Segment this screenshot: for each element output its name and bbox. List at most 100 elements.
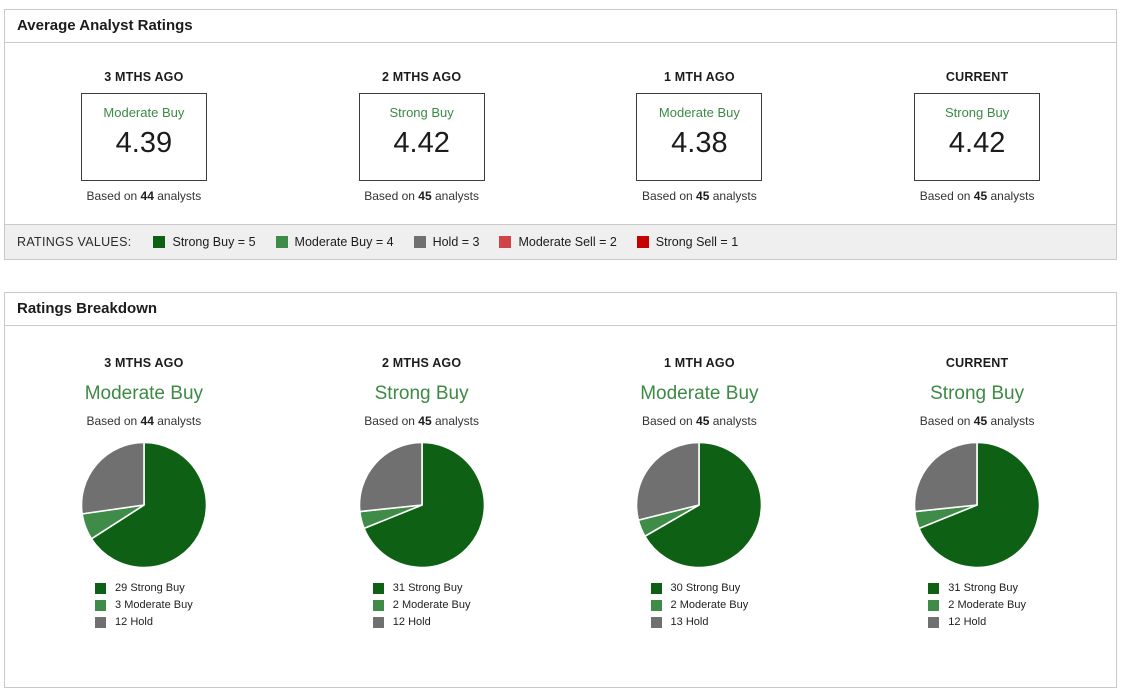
ratings-values-legend: Strong Buy = 5 Moderate Buy = 4 Hold = 3 Mo… <box>153 235 738 249</box>
ratings-values-item-label: Strong Buy = 5 <box>172 235 256 249</box>
based-on-analysts: Based on 45 analysts <box>641 414 757 428</box>
average-rating-column: 3 MTHS AGO Moderate Buy 4.39 Based on 44 an… <box>5 70 283 203</box>
moderate-sell-swatch-icon <box>499 236 512 248</box>
period-label: 3 MTHS AGO <box>104 356 184 370</box>
ratings-pie-chart <box>913 441 1041 569</box>
rating-box: Moderate Buy 4.38 <box>636 93 763 181</box>
ratings-pie-chart <box>636 441 763 569</box>
ratings-values-item: Hold = 3 <box>413 235 480 249</box>
pie-legend-item-label: 12 Hold <box>948 616 987 628</box>
average-rating-value: 4.42 <box>948 127 1006 159</box>
ratings-breakdown-title: Ratings Breakdown <box>5 293 1116 326</box>
pie-legend-item: 2 Moderate Buy <box>650 599 749 611</box>
pie-legend-item: 12 Hold <box>372 616 471 628</box>
average-rating-value: 4.38 <box>671 127 728 159</box>
pie-legend-item: 3 Moderate Buy <box>95 599 193 611</box>
average-ratings-body: 3 MTHS AGO Moderate Buy 4.39 Based on 44 an… <box>5 43 1116 224</box>
ratings-values-item-label: Moderate Sell = 2 <box>518 235 617 249</box>
strong-buy-swatch-icon <box>153 236 166 248</box>
moderate-buy-swatch-icon <box>372 599 384 611</box>
period-label: 2 MTHS AGO <box>381 70 462 84</box>
pie-legend-item-label: 13 Hold <box>670 616 709 628</box>
breakdown-column: 2 MTHS AGO Strong Buy Based on 45 analysts… <box>283 356 561 633</box>
pie-slice-hold <box>913 441 978 513</box>
ratings-values-item: Strong Buy = 5 <box>153 235 256 249</box>
based-on-analysts: Based on 45 analysts <box>364 414 479 428</box>
period-label: 1 MTH AGO <box>663 70 735 84</box>
hold-swatch-icon <box>650 616 662 628</box>
consensus-rating-label: Moderate Buy <box>84 383 204 404</box>
based-on-analysts: Based on 45 analysts <box>364 189 479 203</box>
pie-legend-item: 31 Strong Buy <box>928 582 1026 594</box>
pie-slice-strong-buy <box>362 441 485 569</box>
breakdown-column: CURRENT Strong Buy Based on 45 analysts 31 … <box>838 356 1116 633</box>
rating-box: Strong Buy 4.42 <box>914 93 1041 181</box>
pie-legend-item: 31 Strong Buy <box>372 582 471 594</box>
hold-swatch-icon <box>372 616 384 628</box>
pie-legend-item: 12 Hold <box>95 616 193 628</box>
period-label: 3 MTHS AGO <box>104 70 184 84</box>
pie-slice-hold <box>80 441 145 515</box>
pie-legend-item-label: 31 Strong Buy <box>948 582 1019 594</box>
ratings-pie-chart <box>80 441 208 569</box>
average-rating-column: 2 MTHS AGO Strong Buy 4.42 Based on 45 anal… <box>283 70 561 203</box>
breakdown-column: 3 MTHS AGO Moderate Buy Based on 44 analys… <box>5 356 283 633</box>
hold-swatch-icon <box>928 616 940 628</box>
pie-legend-item: 2 Moderate Buy <box>928 599 1026 611</box>
based-on-analysts: Based on 45 analysts <box>919 189 1035 203</box>
pie-legend-item: 30 Strong Buy <box>650 582 749 594</box>
moderate-buy-swatch-icon <box>928 599 940 611</box>
pie-slice-strong-buy <box>644 441 763 569</box>
period-label: CURRENT <box>945 70 1009 84</box>
pie-chart-container <box>5 441 283 569</box>
average-rating-column: 1 MTH AGO Moderate Buy 4.38 Based on 45 ana… <box>561 70 839 203</box>
pie-chart-container <box>561 441 839 569</box>
pie-legend-item-label: 2 Moderate Buy <box>392 599 471 611</box>
pie-legend-item: 13 Hold <box>650 616 749 628</box>
ratings-breakdown-panel: Ratings Breakdown 3 MTHS AGO Moderate Buy… <box>4 292 1117 688</box>
pie-legend: 31 Strong Buy 2 Moderate Buy 12 Hold <box>928 582 1026 633</box>
period-label: 1 MTH AGO <box>663 356 735 370</box>
pie-legend: 29 Strong Buy 3 Moderate Buy 12 Hold <box>95 582 193 633</box>
ratings-values-item-label: Hold = 3 <box>432 235 480 249</box>
moderate-buy-swatch-icon <box>95 599 107 611</box>
consensus-rating-label: Strong Buy <box>930 383 1025 404</box>
pie-legend-item-label: 12 Hold <box>392 616 431 628</box>
pie-legend-item: 29 Strong Buy <box>95 582 193 594</box>
ratings-pie-chart <box>358 441 485 569</box>
consensus-rating-label: Strong Buy <box>389 105 454 120</box>
consensus-rating-label: Moderate Buy <box>658 105 740 120</box>
hold-swatch-icon <box>413 236 426 248</box>
pie-legend-item-label: 31 Strong Buy <box>392 582 463 594</box>
period-label: CURRENT <box>945 356 1009 370</box>
pie-chart-container <box>283 441 561 569</box>
strong-buy-swatch-icon <box>928 582 940 594</box>
pie-legend-item: 2 Moderate Buy <box>372 599 471 611</box>
pie-slice-hold <box>636 441 701 521</box>
average-ratings-title: Average Analyst Ratings <box>5 10 1116 43</box>
based-on-analysts: Based on 44 analysts <box>86 414 202 428</box>
hold-swatch-icon <box>95 616 107 628</box>
pie-legend-item-label: 12 Hold <box>115 616 153 628</box>
consensus-rating-label: Moderate Buy <box>103 105 185 120</box>
ratings-breakdown-body: 3 MTHS AGO Moderate Buy Based on 44 analys… <box>5 326 1116 687</box>
based-on-analysts: Based on 45 analysts <box>919 414 1035 428</box>
average-rating-value: 4.42 <box>393 127 450 159</box>
pie-legend-item-label: 2 Moderate Buy <box>670 599 749 611</box>
based-on-analysts: Based on 44 analysts <box>86 189 202 203</box>
pie-slice-strong-buy <box>918 441 1041 569</box>
ratings-values-item-label: Strong Sell = 1 <box>655 235 739 249</box>
ratings-values-item: Moderate Sell = 2 <box>499 235 617 249</box>
moderate-buy-swatch-icon <box>650 599 662 611</box>
average-rating-column: CURRENT Strong Buy 4.42 Based on 45 analyst… <box>838 70 1116 203</box>
pie-legend: 30 Strong Buy 2 Moderate Buy 13 Hold <box>650 582 749 633</box>
pie-slice-strong-buy <box>90 441 208 569</box>
moderate-buy-swatch-icon <box>275 236 288 248</box>
strong-buy-swatch-icon <box>650 582 662 594</box>
breakdown-column: 1 MTH AGO Moderate Buy Based on 45 analyst… <box>561 356 839 633</box>
ratings-values-label: RATINGS VALUES: <box>17 235 132 249</box>
pie-legend: 31 Strong Buy 2 Moderate Buy 12 Hold <box>372 582 471 633</box>
pie-legend-item-label: 29 Strong Buy <box>115 582 185 594</box>
strong-buy-swatch-icon <box>372 582 384 594</box>
